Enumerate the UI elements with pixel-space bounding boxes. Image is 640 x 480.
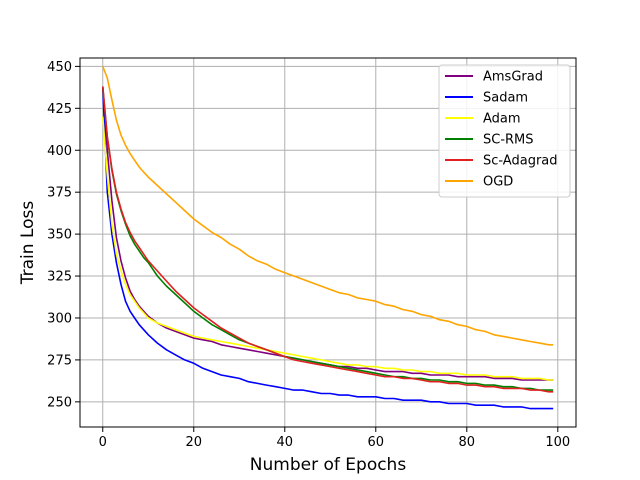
x-tick-label: 40 <box>276 435 293 450</box>
y-tick-label: 275 <box>47 353 72 368</box>
legend-label-ogd: OGD <box>483 175 513 190</box>
series-line-sc-adagrad <box>102 86 554 393</box>
legend: AmsGrad Sadam Adam SC-RMS Sc-Adagrad OGD <box>438 64 571 198</box>
y-tick-label: 375 <box>47 186 72 201</box>
y-tick-label: 300 <box>47 311 72 326</box>
x-tick-label: 80 <box>459 435 476 450</box>
y-tick-label: 350 <box>47 228 72 243</box>
y-axis-label: Train Loss <box>18 201 38 286</box>
legend-label-sc-adagrad: Sc-Adagrad <box>483 154 558 169</box>
x-tick-label: 60 <box>368 435 385 450</box>
legend-label-adam: Adam <box>483 112 521 127</box>
y-tick-label: 325 <box>47 270 72 285</box>
series-line-sadam <box>102 88 554 410</box>
legend-label-sc-rms: SC-RMS <box>483 133 534 148</box>
y-tick-label: 400 <box>47 144 72 159</box>
plot-frame <box>79 57 577 428</box>
grid-lines <box>80 58 576 427</box>
x-tick-label: 20 <box>185 435 202 450</box>
y-axis-ticks: 250 275 300 325 350 375 400 425 450 <box>47 60 80 410</box>
series-line-adam <box>102 116 554 381</box>
legend-label-sadam: Sadam <box>483 91 528 106</box>
series-line-ogd <box>102 66 554 346</box>
x-tick-label: 0 <box>99 435 107 450</box>
series-lines <box>102 66 554 410</box>
y-tick-label: 250 <box>47 395 72 410</box>
x-axis-ticks: 0 20 40 60 80 100 <box>99 427 570 450</box>
y-tick-label: 425 <box>47 102 72 117</box>
x-tick-label: 100 <box>545 435 570 450</box>
legend-label-amsgrad: AmsGrad <box>483 70 543 85</box>
y-tick-label: 450 <box>47 60 72 75</box>
x-axis-label: Number of Epochs <box>250 455 407 475</box>
series-line-sc-rms <box>102 88 554 391</box>
